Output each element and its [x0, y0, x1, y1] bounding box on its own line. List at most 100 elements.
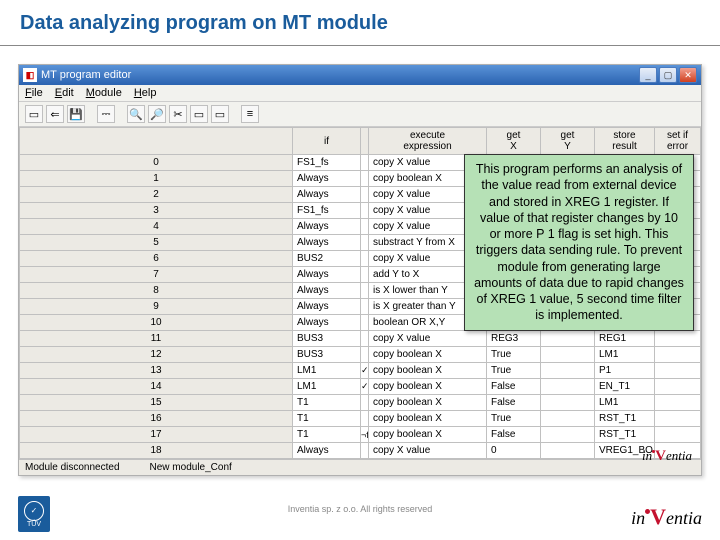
cell[interactable]: Always	[293, 187, 361, 203]
cell[interactable]	[541, 363, 595, 379]
cell[interactable]: Always	[293, 443, 361, 459]
cell[interactable]	[541, 395, 595, 411]
table-row[interactable]: 12BUS3copy boolean XTrueLM1	[20, 347, 701, 363]
cell[interactable]	[361, 235, 369, 251]
replace-icon[interactable]: 🔎	[148, 105, 166, 123]
cell[interactable]: LM1	[595, 347, 655, 363]
table-row[interactable]: 18Alwayscopy X value0VREG1_BO	[20, 443, 701, 459]
cell[interactable]	[361, 315, 369, 331]
cell[interactable]	[361, 395, 369, 411]
maximize-button[interactable]: ▢	[659, 67, 677, 83]
cell[interactable]	[541, 347, 595, 363]
cell[interactable]: Always	[293, 171, 361, 187]
cell[interactable]	[655, 379, 701, 395]
cell[interactable]: LM1	[595, 395, 655, 411]
cell[interactable]	[361, 187, 369, 203]
cell[interactable]	[541, 427, 595, 443]
cell[interactable]: copy boolean X	[369, 363, 487, 379]
cell[interactable]: BUS2	[293, 251, 361, 267]
cell[interactable]	[541, 443, 595, 459]
cell[interactable]: copy X value	[369, 443, 487, 459]
cell[interactable]: T1	[293, 411, 361, 427]
cell[interactable]: REG3	[487, 331, 541, 347]
cell[interactable]	[361, 283, 369, 299]
cell[interactable]: ✓	[361, 379, 369, 395]
cell[interactable]	[541, 411, 595, 427]
cell[interactable]: REG1	[595, 331, 655, 347]
cell[interactable]: Always	[293, 235, 361, 251]
cell[interactable]	[655, 347, 701, 363]
table-row[interactable]: 14LM1✓copy boolean XFalseEN_T1	[20, 379, 701, 395]
cell[interactable]: RST_T1	[595, 427, 655, 443]
cell[interactable]	[361, 155, 369, 171]
copy-icon[interactable]: ▭	[190, 105, 208, 123]
cell[interactable]: FS1_fs	[293, 203, 361, 219]
cell[interactable]	[655, 363, 701, 379]
cell[interactable]: True	[487, 363, 541, 379]
cell[interactable]: ✓	[361, 363, 369, 379]
cell[interactable]: LM1	[293, 363, 361, 379]
cut-icon[interactable]: ✂	[169, 105, 187, 123]
menu-edit[interactable]: Edit	[55, 87, 74, 99]
cell[interactable]: copy boolean X	[369, 347, 487, 363]
cell[interactable]: True	[487, 411, 541, 427]
cell[interactable]: EN_T1	[595, 379, 655, 395]
table-row[interactable]: 13LM1✓copy boolean XTrueP1	[20, 363, 701, 379]
table-row[interactable]: 11BUS3copy X valueREG3REG1	[20, 331, 701, 347]
cell[interactable]: Always	[293, 283, 361, 299]
cell[interactable]: False	[487, 427, 541, 443]
minimize-button[interactable]: _	[639, 67, 657, 83]
cell[interactable]: RST_T1	[595, 411, 655, 427]
cell[interactable]	[361, 219, 369, 235]
cell[interactable]	[361, 299, 369, 315]
cell[interactable]: False	[487, 395, 541, 411]
cell[interactable]: Always	[293, 219, 361, 235]
table-row[interactable]: 15T1copy boolean XFalseLM1	[20, 395, 701, 411]
cell[interactable]: False	[487, 379, 541, 395]
cell[interactable]	[361, 443, 369, 459]
new-file-icon[interactable]: ▭	[25, 105, 43, 123]
cell[interactable]	[655, 331, 701, 347]
cell[interactable]	[361, 251, 369, 267]
cell[interactable]: BUS3	[293, 331, 361, 347]
connect-icon[interactable]: ⎓	[97, 105, 115, 123]
table-row[interactable]: 16T1copy boolean XTrueRST_T1	[20, 411, 701, 427]
menu-help[interactable]: Help	[134, 87, 157, 99]
cell[interactable]: copy boolean X	[369, 411, 487, 427]
cell[interactable]	[541, 379, 595, 395]
cell[interactable]: copy X value	[369, 331, 487, 347]
paste-icon[interactable]: ▭	[211, 105, 229, 123]
save-icon[interactable]: 💾	[67, 105, 85, 123]
cell[interactable]: T1	[293, 427, 361, 443]
close-button[interactable]: ✕	[679, 67, 697, 83]
cell[interactable]: True	[487, 347, 541, 363]
cell[interactable]	[361, 331, 369, 347]
open-icon[interactable]: ⇐	[46, 105, 64, 123]
cell[interactable]: Always	[293, 299, 361, 315]
cell[interactable]	[361, 347, 369, 363]
cell[interactable]	[655, 427, 701, 443]
cell[interactable]	[361, 203, 369, 219]
cell[interactable]	[361, 171, 369, 187]
menu-file[interactable]: File	[25, 87, 43, 99]
cell[interactable]: 0	[487, 443, 541, 459]
find-icon[interactable]: 🔍	[127, 105, 145, 123]
cell[interactable]: copy boolean X	[369, 379, 487, 395]
cell[interactable]	[361, 267, 369, 283]
cell[interactable]	[541, 331, 595, 347]
cell[interactable]: FS1_fs	[293, 155, 361, 171]
cell[interactable]: ¬fl	[361, 427, 369, 443]
cell[interactable]: copy boolean X	[369, 395, 487, 411]
run-icon[interactable]: ≡	[241, 105, 259, 123]
cell[interactable]	[655, 395, 701, 411]
table-row[interactable]: 17T1¬flcopy boolean XFalseRST_T1	[20, 427, 701, 443]
menu-module[interactable]: Module	[86, 87, 122, 99]
cell[interactable]: BUS3	[293, 347, 361, 363]
cell[interactable]: Always	[293, 267, 361, 283]
cell[interactable]: T1	[293, 395, 361, 411]
cell[interactable]: LM1	[293, 379, 361, 395]
cell[interactable]	[361, 411, 369, 427]
cell[interactable]	[655, 411, 701, 427]
cell[interactable]: P1	[595, 363, 655, 379]
cell[interactable]: Always	[293, 315, 361, 331]
